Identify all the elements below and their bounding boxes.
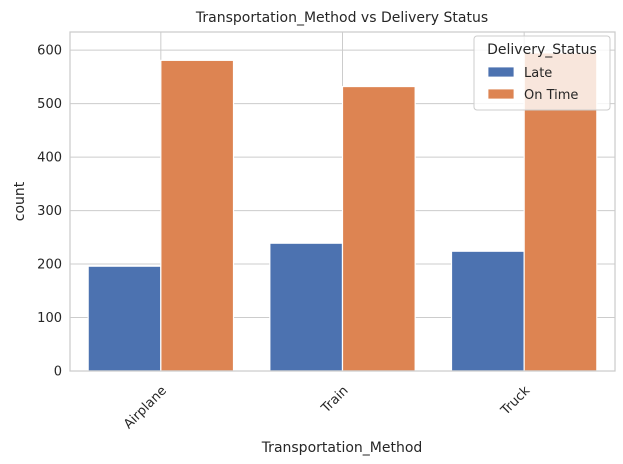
bar-late-train: [269, 242, 344, 372]
chart-title: Transportation_Method vs Delivery Status: [195, 10, 488, 26]
y-tick-label: 600: [37, 44, 62, 59]
y-tick-labels: 0 100 200 300 400 500 600: [37, 44, 62, 380]
y-tick-label: 200: [37, 258, 62, 273]
y-tick-label: 100: [37, 311, 62, 326]
bar-late-truck: [450, 250, 525, 372]
legend-label: Late: [524, 66, 552, 81]
x-tick-label: Truck: [498, 383, 534, 419]
y-tick-label: 300: [37, 204, 62, 219]
x-tick-labels: Airplane Train Truck: [121, 383, 533, 432]
bar-on-time-train: [341, 85, 416, 372]
y-axis-title: count: [12, 181, 28, 221]
bar-on-time-airplane: [160, 59, 235, 372]
legend: Delivery_Status Late On Time: [473, 35, 611, 111]
y-tick-label: 400: [37, 151, 62, 166]
legend-title: Delivery_Status: [487, 42, 597, 58]
bar-late-airplane: [87, 265, 162, 372]
legend-swatch: [487, 88, 515, 100]
x-axis-title: Transportation_Method: [261, 440, 423, 456]
y-tick-label: 0: [54, 365, 62, 380]
legend-swatch: [487, 66, 515, 78]
legend-entries: Late On Time: [487, 66, 578, 103]
y-tick-label: 500: [37, 97, 62, 112]
x-tick-label: Airplane: [121, 383, 170, 432]
x-tick-label: Train: [318, 383, 351, 416]
plot-frame: [69, 31, 616, 372]
legend-label: On Time: [524, 88, 578, 103]
